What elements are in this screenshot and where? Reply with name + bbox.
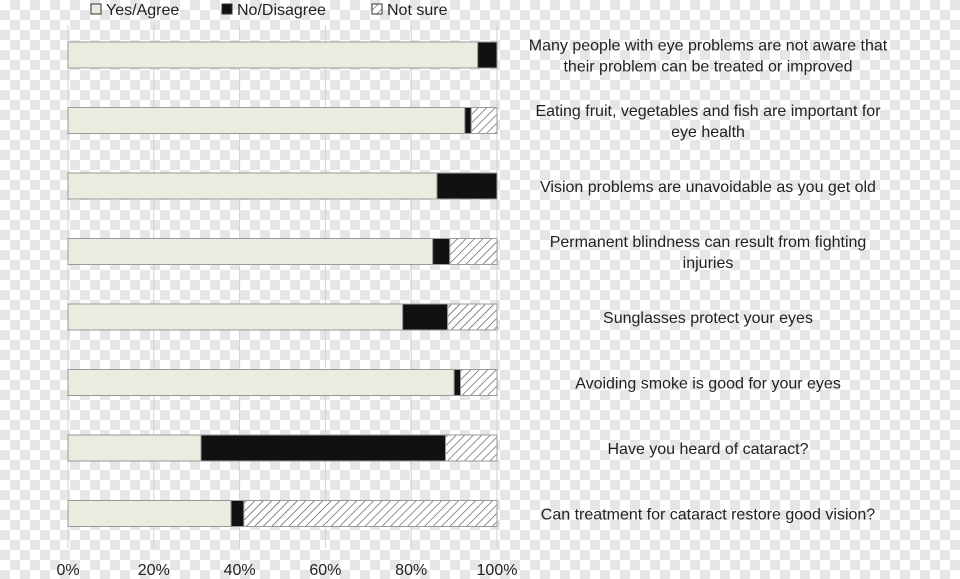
bar-2-1 bbox=[436, 172, 498, 200]
bar-7-1 bbox=[230, 500, 245, 527]
bar-3-1 bbox=[432, 238, 451, 265]
bar-4-2 bbox=[447, 303, 498, 331]
legend-swatch-1 bbox=[221, 3, 233, 15]
x-tick-label-2: 40% bbox=[224, 562, 256, 579]
category-label-1-1: eye health bbox=[671, 124, 745, 141]
legend-label-2: Not sure bbox=[387, 2, 448, 19]
category-label-0-0: Many people with eye problems are not aw… bbox=[529, 38, 888, 55]
category-label-4-0: Sunglasses protect your eyes bbox=[603, 310, 813, 327]
legend-swatch-0 bbox=[90, 3, 102, 15]
category-label-3-1: injuries bbox=[683, 255, 734, 272]
category-labels: Many people with eye problems are not aw… bbox=[529, 38, 888, 524]
x-axis-ticks: 0% 20% 40% 60% 80% 100% bbox=[56, 562, 517, 579]
bar-2-0 bbox=[67, 172, 438, 200]
bar-6-2 bbox=[445, 434, 498, 462]
bar-5-0 bbox=[67, 369, 455, 396]
bar-7-0 bbox=[67, 500, 232, 527]
bar-0-0 bbox=[67, 41, 479, 69]
category-label-6-0: Have you heard of cataract? bbox=[607, 441, 808, 458]
category-label-3-0: Permanent blindness can result from figh… bbox=[550, 234, 867, 251]
category-label-7-0: Can treatment for cataract restore good … bbox=[541, 507, 875, 524]
legend: Yes/Agree No/Disagree Not sure bbox=[90, 2, 448, 19]
bar-5-2 bbox=[460, 369, 498, 396]
bar-5-1 bbox=[453, 369, 462, 396]
bar-6-1 bbox=[200, 434, 447, 462]
category-label-5-0: Avoiding smoke is good for your eyes bbox=[575, 376, 841, 393]
legend-swatch-2 bbox=[371, 3, 383, 15]
legend-label-0: Yes/Agree bbox=[106, 2, 179, 19]
x-tick-label-5: 100% bbox=[477, 562, 518, 579]
bar-0-1 bbox=[477, 41, 498, 69]
x-tick-label-1: 20% bbox=[138, 562, 170, 579]
bar-1-2 bbox=[470, 107, 498, 134]
bar-7-2 bbox=[243, 500, 498, 527]
legend-label-1: No/Disagree bbox=[237, 2, 326, 19]
bars bbox=[67, 41, 498, 527]
x-tick-label-4: 80% bbox=[395, 562, 427, 579]
bar-1-0 bbox=[67, 107, 466, 134]
bar-3-0 bbox=[67, 238, 434, 265]
category-label-2-0: Vision problems are unavoidable as you g… bbox=[540, 179, 876, 196]
gridlines bbox=[67, 25, 498, 548]
category-label-1-0: Eating fruit, vegetables and fish are im… bbox=[535, 103, 881, 120]
bar-4-0 bbox=[67, 303, 404, 331]
x-tick-label-3: 60% bbox=[309, 562, 341, 579]
bar-4-1 bbox=[402, 303, 449, 331]
bar-3-2 bbox=[449, 238, 498, 265]
x-tick-label-0: 0% bbox=[56, 562, 79, 579]
bar-1-1 bbox=[464, 107, 472, 134]
category-label-0-1: their problem can be treated or improved bbox=[563, 59, 852, 76]
bar-6-0 bbox=[67, 434, 202, 462]
